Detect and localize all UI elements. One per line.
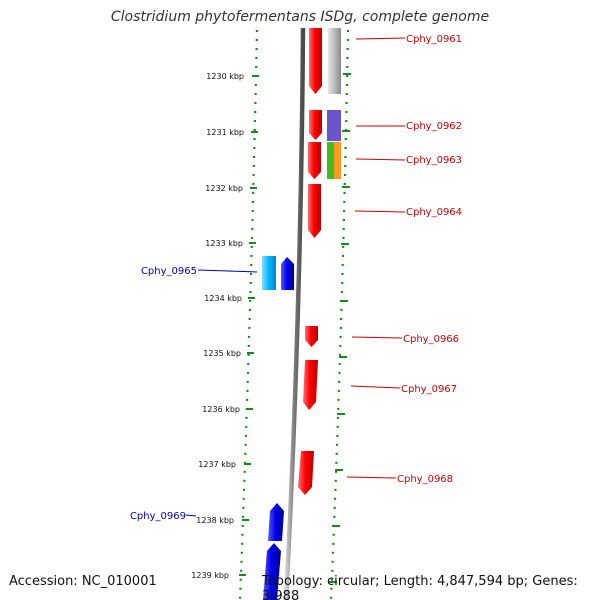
gene-label-cphy-0962[interactable]: Cphy_0962 [406,121,462,132]
gene-arrow-cphy-0968[interactable] [298,451,314,495]
gene-box-cphy-0965-light[interactable] [262,256,276,290]
gene-arrow-cphy-0964[interactable] [308,184,321,238]
kbp-tick-label: 1231 kbp [206,128,244,137]
gene-arrow-cphy-0967[interactable] [303,360,318,410]
kbp-tick-label: 1236 kbp [202,405,240,414]
kbp-tick-label: 1233 kbp [205,239,243,248]
genome-backbone [283,27,306,600]
gene-arrow-cphy-0962[interactable] [309,110,322,140]
kbp-tick-label: 1235 kbp [203,349,241,358]
gene-box-cphy-0963-green[interactable] [327,142,334,179]
gene-label-cphy-0961[interactable]: Cphy_0961 [406,34,462,45]
gene-label-cphy-0965[interactable]: Cphy_0965 [141,266,197,277]
gene-box-cphy-0963-orange[interactable] [334,142,341,179]
kbp-tick-labels: 1230 kbp 1231 kbp 1232 kbp 1233 kbp 1234… [191,72,244,580]
gene-arrow-cphy-0969-a[interactable] [268,503,284,541]
reverse-label-leaders [185,269,258,517]
gene-arrow-cphy-0965[interactable] [281,257,294,290]
accession-text: Accession: NC_010001 [9,574,157,589]
gene-label-cphy-0969[interactable]: Cphy_0969 [130,511,186,522]
gene-label-cphy-0964[interactable]: Cphy_0964 [406,207,462,218]
topology-text: Topology: circular; Length: 4,847,594 bp… [262,574,578,600]
kbp-tick-label: 1232 kbp [205,184,243,193]
gene-arrow-cphy-0961[interactable] [309,28,322,94]
gene-label-cphy-0968[interactable]: Cphy_0968 [397,474,453,485]
kbp-tick-label: 1238 kbp [196,516,234,525]
right-major-ticks [329,73,351,583]
left-ruler-line [238,29,259,600]
kbp-tick-label: 1239 kbp [191,571,229,580]
map-title: Clostridium phytofermentans ISDg, comple… [110,9,490,25]
gene-label-cphy-0967[interactable]: Cphy_0967 [401,384,457,395]
gene-arrow-cphy-0966[interactable] [305,326,318,347]
gene-arrow-grey[interactable] [328,28,341,94]
gene-box-cphy-0962-domain[interactable] [327,110,341,141]
gene-label-cphy-0966[interactable]: Cphy_0966 [403,334,459,345]
left-major-ticks [239,75,259,576]
forward-label-leaders [346,37,406,479]
gene-arrow-cphy-0969-b[interactable] [263,543,281,600]
kbp-tick-label: 1237 kbp [198,460,236,469]
gene-label-cphy-0963[interactable]: Cphy_0963 [406,155,462,166]
gene-arrow-cphy-0963[interactable] [308,142,321,179]
kbp-tick-label: 1234 kbp [204,294,242,303]
kbp-tick-label: 1230 kbp [206,72,244,81]
